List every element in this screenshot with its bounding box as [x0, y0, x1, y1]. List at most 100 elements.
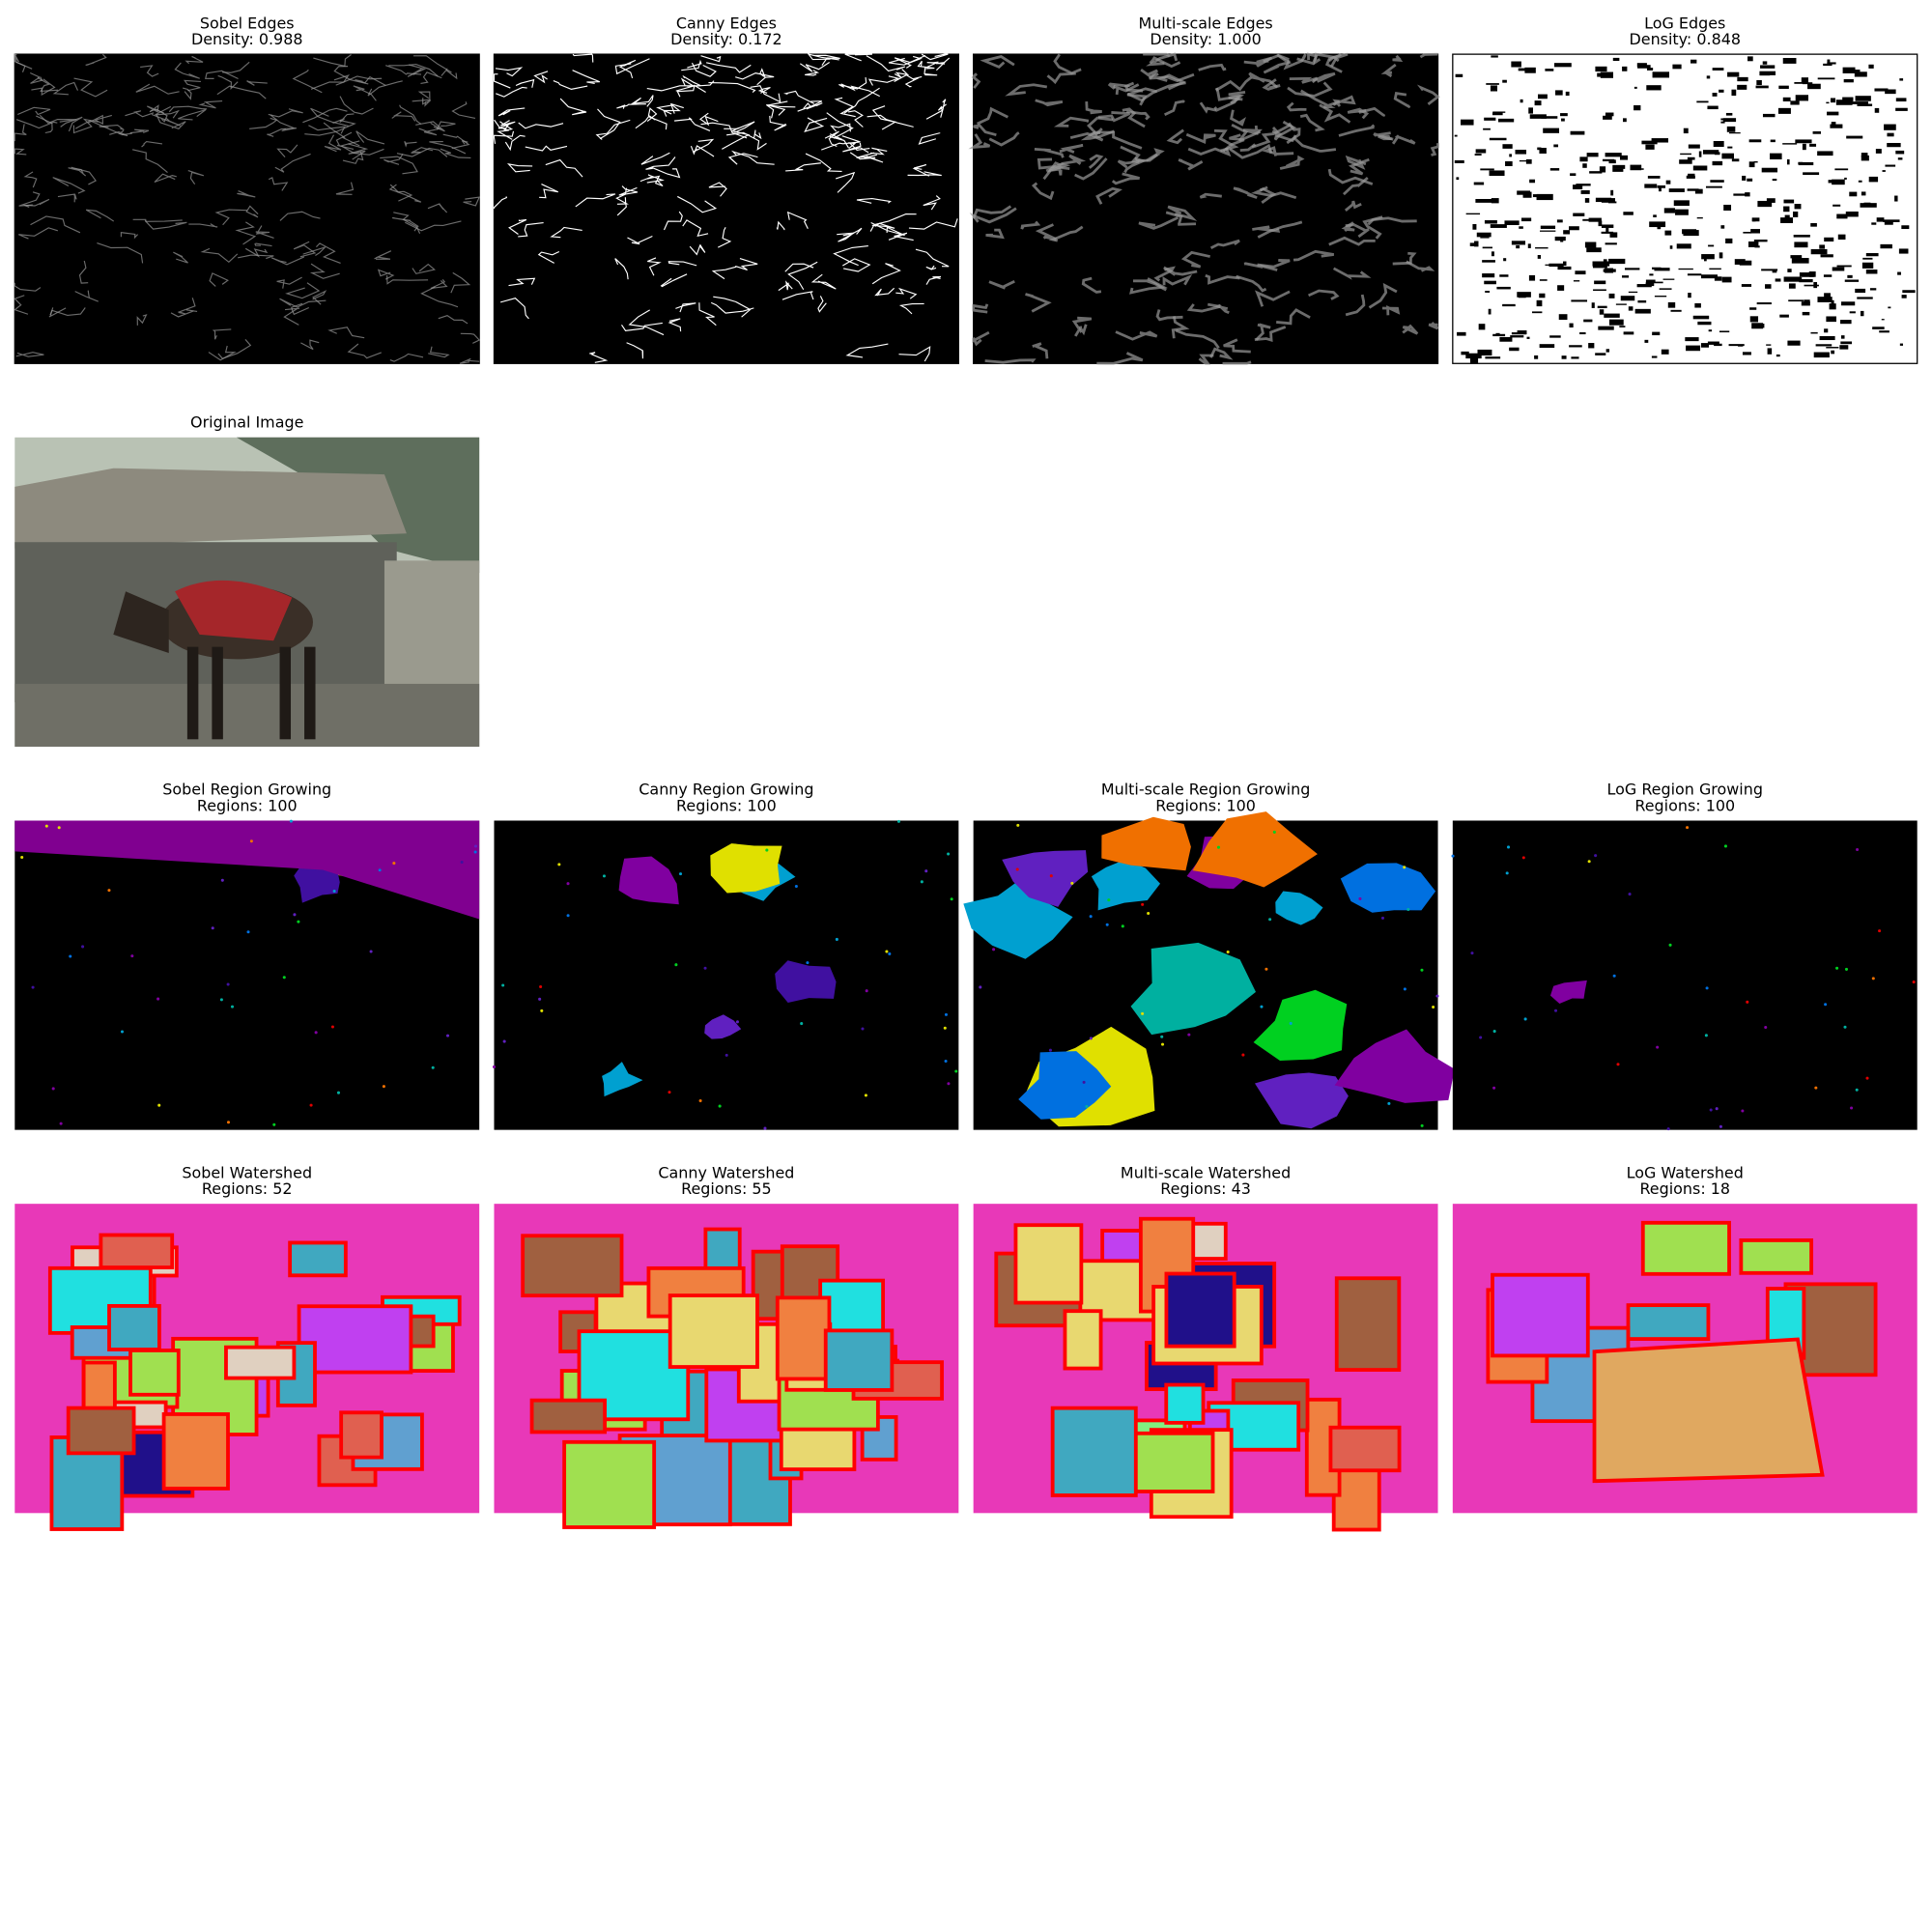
edge-blob [1663, 208, 1675, 213]
edge-line [708, 82, 756, 93]
edge-line [836, 171, 856, 193]
edge-line [310, 107, 349, 128]
edge-line [1319, 103, 1351, 124]
edge-blob [1820, 254, 1833, 258]
edge-line [396, 147, 448, 157]
edge-line [429, 140, 467, 155]
edge-blob [1623, 331, 1634, 335]
edge-line [717, 227, 732, 248]
edge-blob [1586, 153, 1599, 157]
edge-blob [1534, 355, 1539, 359]
edge-line [614, 58, 650, 75]
edge-blob [1592, 263, 1607, 269]
edge-blob [1503, 258, 1507, 262]
edge-line [386, 275, 429, 285]
edge-line [276, 144, 298, 158]
edge-blob [1687, 188, 1699, 191]
edge-line [799, 62, 830, 72]
edge-blob [1812, 130, 1821, 134]
edge-blob [1879, 330, 1889, 333]
edge-blob [1455, 73, 1463, 77]
edge-blob [1731, 158, 1740, 162]
edge-line [438, 315, 469, 325]
edge-line [312, 290, 327, 305]
edge-blob [1808, 271, 1816, 277]
edge-blob [1649, 281, 1663, 284]
edge-blob [1549, 168, 1560, 171]
edge-line [533, 71, 549, 84]
horse-leg [212, 646, 223, 740]
edge-line [525, 145, 568, 152]
region-dot [369, 950, 373, 953]
edge-line [869, 213, 917, 232]
edge-blob [1537, 255, 1542, 259]
edge-blob [1783, 276, 1801, 282]
edge-blob [1688, 144, 1700, 149]
edge-blob [1826, 101, 1830, 104]
edge-line [1391, 134, 1416, 145]
edge-line [347, 343, 382, 359]
region-dot [1844, 967, 1849, 971]
edge-blob [1827, 59, 1831, 65]
edge-blob [1520, 217, 1532, 222]
region-dot [566, 914, 570, 918]
edge-line [640, 152, 670, 165]
edge-blob [1646, 68, 1654, 71]
edge-line [450, 271, 471, 294]
edge-blob [1712, 160, 1723, 166]
edge-blob [1538, 94, 1548, 99]
edge-line [279, 211, 321, 221]
edge-blob [1701, 254, 1715, 260]
edge-blob [1726, 126, 1736, 132]
edge-blob [1608, 258, 1626, 265]
region-dot [1912, 980, 1916, 984]
edge-blob [1831, 122, 1836, 127]
edge-blob [1535, 246, 1548, 249]
edge-line [925, 275, 942, 285]
edge-line [1071, 316, 1093, 337]
edge-line [1332, 95, 1356, 107]
edge-blob [1887, 142, 1901, 148]
edge-blob [1645, 279, 1656, 283]
region-dot [336, 1091, 341, 1094]
edge-line [267, 128, 298, 137]
edge-line [141, 140, 163, 148]
edge-line [1286, 101, 1307, 112]
edge-blob [1836, 265, 1852, 268]
region [1101, 816, 1191, 871]
panel-subtitle: Regions: 55 [681, 1179, 772, 1198]
edge-blob [1719, 89, 1724, 93]
edge-blob [1604, 313, 1620, 318]
segment [668, 1293, 759, 1369]
edge-line [1392, 251, 1417, 266]
edge-blob [1830, 98, 1836, 103]
edge-line [497, 107, 526, 117]
edge-blob [1651, 267, 1662, 270]
edge-line [14, 282, 42, 292]
edge-blob [1511, 61, 1521, 68]
edge-blob [1622, 275, 1630, 278]
edge-line [495, 67, 524, 77]
edge-line [753, 129, 762, 140]
edge-blob [1707, 105, 1719, 110]
edge-line [391, 111, 416, 122]
edge-line [844, 53, 872, 62]
edge-line [618, 59, 637, 79]
edge-blob [1622, 66, 1628, 71]
edge-blob [1560, 239, 1564, 242]
edge-blob [1619, 155, 1629, 160]
edge-blob [1899, 78, 1904, 81]
edge-blob [1524, 67, 1536, 73]
edge-line [1362, 215, 1383, 240]
region [1334, 1029, 1455, 1103]
region-dot [44, 824, 48, 828]
edge-blob [1861, 262, 1874, 269]
edge-line [1198, 354, 1214, 365]
edge-blob [1704, 257, 1707, 262]
panel-title: Canny Watershed [658, 1163, 794, 1181]
edge-line [681, 59, 702, 71]
edge-line [407, 64, 427, 77]
edge-blob [1731, 89, 1737, 97]
edge-blob [1561, 355, 1567, 359]
